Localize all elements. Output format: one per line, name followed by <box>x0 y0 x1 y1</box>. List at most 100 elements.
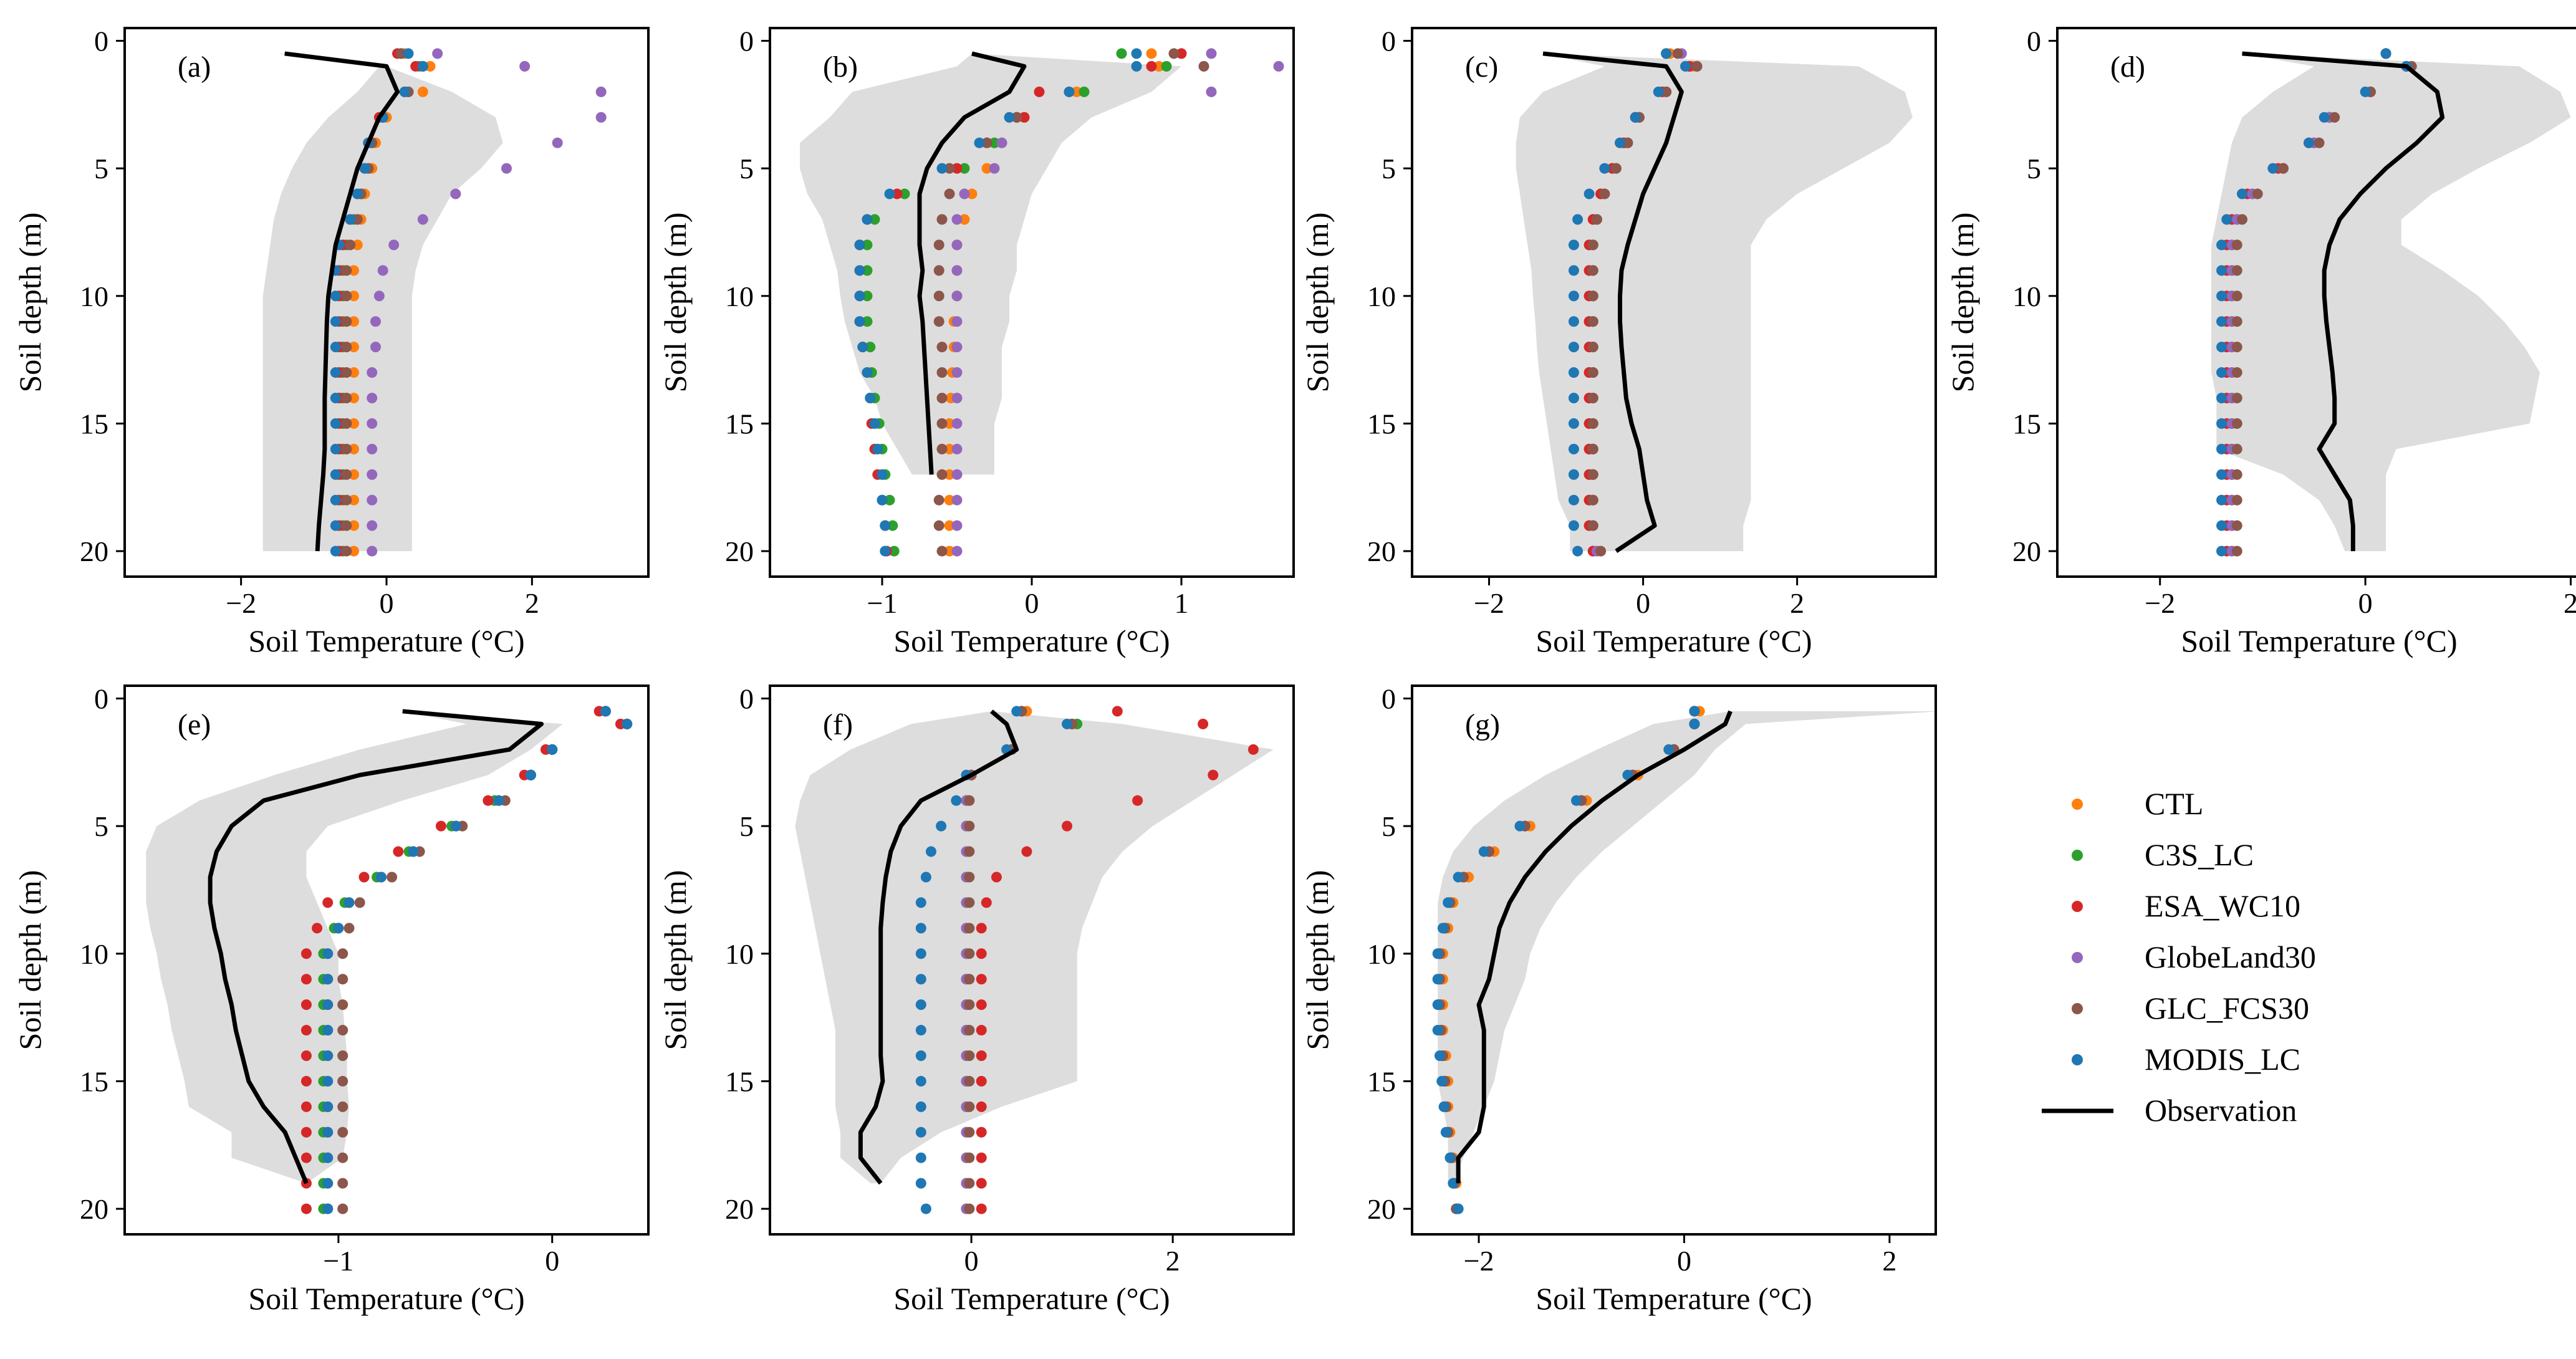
data-point <box>425 60 436 72</box>
data-point <box>1587 367 1598 378</box>
data-point <box>348 291 359 302</box>
axes-frame <box>1411 684 1937 1236</box>
observation-line <box>2242 51 2445 552</box>
y-tick-label: 0 <box>1382 25 1396 57</box>
data-point <box>2314 137 2325 148</box>
x-tick-label: 2 <box>1166 1245 1180 1277</box>
data-point <box>951 392 963 403</box>
x-axis-label: Soil Temperature (°C) <box>1536 1281 1812 1316</box>
data-point <box>1622 769 1633 780</box>
data-point <box>936 443 948 454</box>
data-point <box>862 265 873 276</box>
data-point <box>933 239 944 251</box>
data-point <box>373 291 385 302</box>
y-tick-label: 20 <box>1367 535 1396 567</box>
legend: CTL C3S_LC ESA_WC10 GlobeLand30 GLC_FCS30 MOD… <box>2042 786 2316 1128</box>
x-tick-label: 0 <box>380 587 394 619</box>
data-point <box>1571 795 1582 806</box>
uncertainty-band <box>1438 711 1936 1184</box>
legend-dot-swatch <box>2072 799 2083 810</box>
data-point <box>936 418 948 429</box>
data-point <box>933 520 944 531</box>
data-point <box>2216 418 2228 429</box>
data-point <box>2360 86 2371 97</box>
data-point <box>370 316 381 327</box>
data-point <box>345 239 356 251</box>
data-point <box>1587 239 1598 251</box>
data-point <box>450 188 461 199</box>
data-point <box>1680 60 1691 72</box>
data-point <box>976 1203 987 1214</box>
data-point <box>1568 265 1579 276</box>
observation-line <box>1542 51 1684 553</box>
data-point <box>951 163 963 174</box>
data-point <box>854 316 865 327</box>
data-point <box>1568 520 1579 531</box>
data-point <box>1168 48 1180 59</box>
data-point <box>2231 469 2242 480</box>
data-point <box>1568 494 1579 506</box>
data-point <box>322 897 334 908</box>
data-point <box>330 469 341 480</box>
data-point <box>1153 60 1165 72</box>
data-point <box>1630 112 1641 123</box>
series-glc-fcs30 <box>1587 48 1703 557</box>
data-point <box>348 494 359 506</box>
series-globeland30 <box>951 48 1284 557</box>
data-point <box>1198 60 1209 72</box>
data-point <box>964 1178 975 1189</box>
y-tick-label: 15 <box>1367 1065 1396 1097</box>
data-point <box>1273 60 1284 72</box>
data-point <box>1436 1075 1448 1087</box>
legend-label: Observation <box>2145 1093 2297 1128</box>
data-point <box>915 1152 926 1163</box>
legend-item-glc-fcs30: GLC_FCS30 <box>2072 991 2309 1025</box>
legend-item-observation: Observation <box>2042 1093 2297 1128</box>
y-axis-label: Soil depth (m) <box>658 870 693 1050</box>
data-point <box>337 948 348 959</box>
data-point <box>1689 718 1700 729</box>
axes-frame <box>2056 27 2576 578</box>
data-point <box>964 1025 975 1036</box>
data-point <box>869 214 880 225</box>
data-point <box>1587 469 1598 480</box>
data-point <box>341 342 352 353</box>
data-point <box>337 974 348 985</box>
data-point <box>337 1101 348 1112</box>
data-point <box>936 545 948 557</box>
data-point <box>951 520 963 531</box>
data-point <box>300 1126 312 1138</box>
data-point <box>1572 545 1584 557</box>
plot-area <box>146 706 633 1214</box>
data-point <box>925 846 936 857</box>
series-modis-lc <box>322 706 633 1214</box>
data-point <box>1116 48 1127 59</box>
data-point <box>1591 214 1602 225</box>
data-point <box>857 342 868 353</box>
data-point <box>341 469 352 480</box>
data-point <box>877 469 888 480</box>
data-point <box>330 545 341 557</box>
data-point <box>976 999 987 1011</box>
data-point <box>367 545 378 557</box>
data-point <box>1444 1152 1456 1163</box>
data-point <box>1587 265 1598 276</box>
data-point <box>2231 443 2242 454</box>
data-point <box>2221 214 2232 225</box>
x-tick-label: 0 <box>2358 587 2373 619</box>
data-point <box>880 520 891 531</box>
data-point <box>1434 1050 1445 1061</box>
data-point <box>2231 545 2242 557</box>
data-point <box>1599 188 1610 199</box>
data-point <box>964 1075 975 1087</box>
legend-dot-swatch <box>2072 1054 2083 1065</box>
panel-label: (b) <box>823 50 858 84</box>
series-modis-lc <box>1568 48 1691 557</box>
data-point <box>300 1101 312 1112</box>
data-point <box>862 367 873 378</box>
data-point <box>417 214 428 225</box>
y-tick-label: 10 <box>1367 281 1396 312</box>
